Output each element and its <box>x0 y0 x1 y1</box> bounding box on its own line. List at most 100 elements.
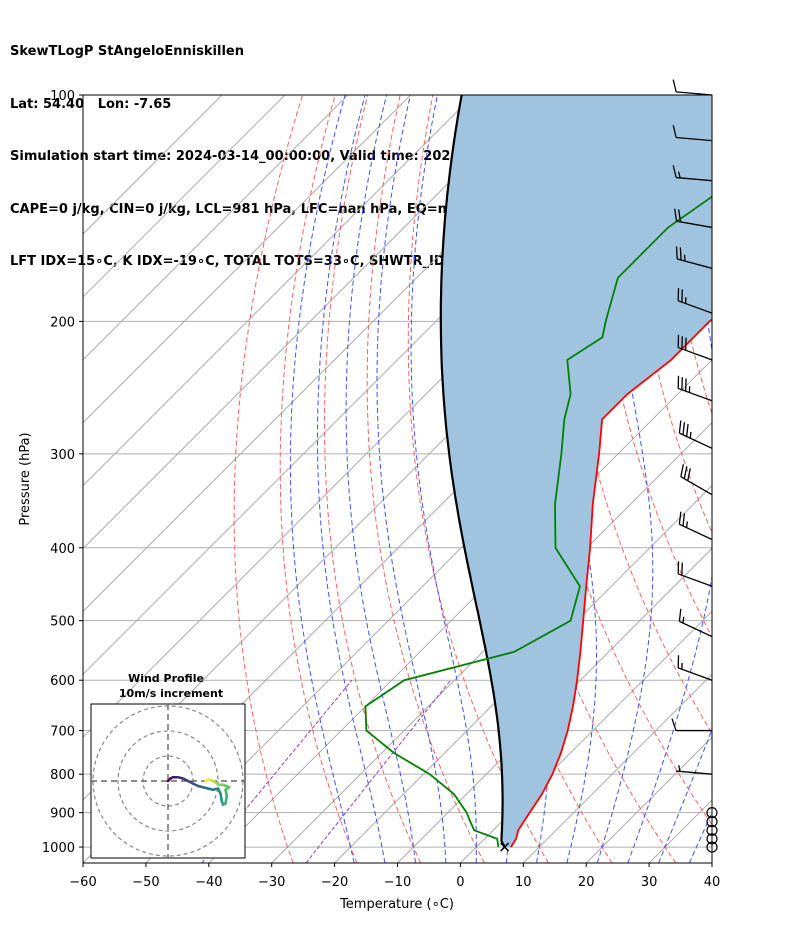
barb-staff <box>677 258 713 269</box>
barb-staff <box>679 620 713 638</box>
barb-staff <box>677 667 713 681</box>
y-tick-label: 400 <box>50 542 75 557</box>
isotherm-line <box>460 610 712 863</box>
moist-adiabat <box>376 95 447 863</box>
barb-flag <box>685 423 689 437</box>
wind-barb <box>672 79 713 96</box>
barb-flag <box>679 247 682 261</box>
isotherm-line <box>522 673 712 863</box>
wind-barb <box>678 608 713 638</box>
dry-adiabat <box>366 95 485 863</box>
isotherm-line <box>334 484 712 863</box>
wind-barbs <box>671 79 718 853</box>
x-tick-label: 30 <box>641 875 658 890</box>
isotherm-line <box>271 421 712 863</box>
x-tick-label: 40 <box>704 875 721 890</box>
barb-flag <box>671 718 677 731</box>
inset-subtitle: 10m/s increment <box>119 687 223 700</box>
x-tick-label: 0 <box>456 875 464 890</box>
isotherm-line <box>83 95 223 235</box>
dry-adiabat <box>660 95 712 415</box>
barb-half-flag <box>678 765 681 772</box>
isotherm-line <box>711 862 712 863</box>
barb-flag <box>672 165 677 178</box>
wind-barb <box>671 718 712 732</box>
barb-flag <box>682 513 686 527</box>
x-tick-label: 10 <box>515 875 532 890</box>
barb-flag <box>683 466 688 479</box>
wind-barb <box>676 765 713 775</box>
x-tick-label: −20 <box>321 875 348 890</box>
wind-barb <box>677 655 713 681</box>
x-tick-label: −40 <box>195 875 222 890</box>
moist-adiabat <box>345 95 416 863</box>
parcel-start-marker <box>500 842 510 852</box>
moist-adiabat <box>596 95 654 863</box>
isotherm-line <box>83 95 474 487</box>
barb-flag <box>672 79 677 93</box>
moist-adiabat <box>658 728 712 863</box>
wind-profile-inset: Wind Profile 10m/s increment <box>90 672 246 859</box>
y-axis-label: Pressure (hPa) <box>18 432 33 525</box>
moist-adiabat <box>289 95 355 863</box>
x-axis-label: Temperature (∘C) <box>339 897 454 912</box>
barb-flag <box>675 246 678 260</box>
wind-barb <box>678 511 713 541</box>
moist-adiabat <box>317 95 386 863</box>
isotherm-line <box>83 95 349 361</box>
dry-adiabat <box>593 95 712 638</box>
wind-barb <box>675 246 713 269</box>
temperature-line <box>510 318 712 848</box>
dry-adiabat <box>324 95 422 863</box>
dewpoint-line <box>364 195 712 848</box>
y-tick-label: 1000 <box>42 841 75 856</box>
dry-adiabat <box>726 95 794 863</box>
wind-barb <box>672 125 713 142</box>
wind-barb <box>677 561 713 587</box>
wind-barb <box>672 165 713 182</box>
inset-title: Wind Profile <box>128 672 204 685</box>
barb-staff <box>677 387 713 402</box>
dry-adiabat <box>759 95 794 863</box>
isotherm-line <box>83 95 537 550</box>
barb-staff <box>679 523 713 541</box>
x-tick-label: −50 <box>132 875 159 890</box>
barb-half-flag <box>689 431 692 439</box>
wind-barb <box>678 420 713 449</box>
x-tick-label: −10 <box>384 875 411 890</box>
moist-adiabat <box>720 95 794 863</box>
parcel-path-line <box>439 95 506 848</box>
axis-ticks: −60 −50 −40 −30 −20 −10 0 10 20 30 40 100 200 300 400 5… <box>42 89 720 890</box>
y-tick-label: 100 <box>50 89 75 104</box>
barb-flag <box>678 420 682 434</box>
y-tick-label: 900 <box>50 807 75 822</box>
dry-adiabat <box>279 95 358 863</box>
y-tick-label: 800 <box>50 768 75 783</box>
profile-lines <box>364 95 712 852</box>
x-tick-label: 20 <box>578 875 595 890</box>
moist-adiabat <box>627 95 712 863</box>
location-line: Lat: 54.40 Lon: -7.65 <box>10 96 172 112</box>
barb-staff <box>679 432 713 449</box>
barb-staff <box>676 91 713 96</box>
wind-barb <box>674 208 713 229</box>
x-tick-label: −30 <box>258 875 285 890</box>
isotherm-line <box>83 95 412 424</box>
barb-flag <box>672 125 677 138</box>
barb-half-flag <box>682 616 685 624</box>
barb-staff <box>677 300 713 314</box>
chart-title: SkewTLogP StAngeloEnniskillen <box>10 44 244 59</box>
barb-flag <box>678 511 682 525</box>
cape-fill-area <box>440 95 712 848</box>
barb-staff <box>677 573 713 587</box>
x-tick-label: −60 <box>69 875 96 890</box>
y-tick-label: 600 <box>50 674 75 689</box>
hodograph-ring <box>117 730 219 832</box>
barb-staff <box>676 770 713 775</box>
dry-adiabat <box>233 95 303 863</box>
barb-staff <box>676 136 713 142</box>
barb-staff <box>680 476 713 496</box>
y-tick-label: 700 <box>50 725 75 740</box>
barb-half-flag <box>685 521 688 528</box>
cin-fill <box>440 95 712 848</box>
